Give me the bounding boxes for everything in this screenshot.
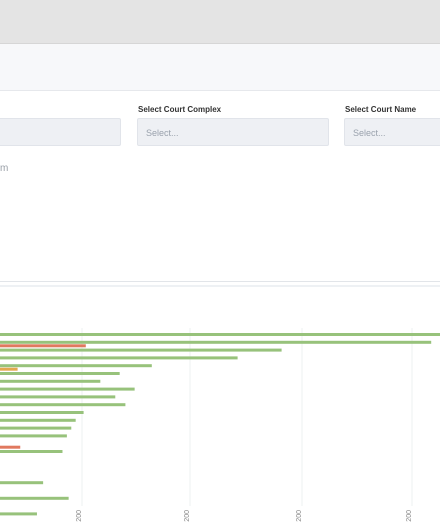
bar[interactable] bbox=[0, 450, 63, 453]
bar[interactable] bbox=[0, 418, 76, 422]
bar[interactable] bbox=[0, 512, 37, 516]
section-divider bbox=[0, 285, 440, 287]
bar[interactable] bbox=[0, 434, 67, 438]
bar-chart-svg: 200 200 200 200 bbox=[0, 328, 440, 529]
bar[interactable] bbox=[0, 387, 135, 391]
bar[interactable] bbox=[0, 333, 440, 336]
sub-header-bar bbox=[0, 44, 440, 91]
bar[interactable] bbox=[0, 411, 84, 414]
bar[interactable] bbox=[0, 344, 86, 348]
x-tick-label: 200 bbox=[76, 510, 83, 522]
court-name-select[interactable]: Select... bbox=[344, 118, 440, 146]
court-name-label: Select Court Name bbox=[345, 105, 417, 114]
bar[interactable] bbox=[0, 496, 69, 500]
bar[interactable] bbox=[0, 403, 126, 407]
bar[interactable] bbox=[0, 364, 152, 368]
x-tick-label: 200 bbox=[184, 510, 191, 522]
court-complex-label: Select Court Complex bbox=[138, 105, 222, 114]
bar[interactable] bbox=[0, 367, 18, 371]
top-header-bar bbox=[0, 0, 440, 44]
filter-fragment-text: m bbox=[0, 163, 9, 174]
bar[interactable] bbox=[0, 356, 238, 360]
left-filter-input[interactable] bbox=[0, 118, 121, 146]
bar[interactable] bbox=[0, 379, 101, 383]
bar[interactable] bbox=[0, 445, 21, 449]
x-tick-label: 200 bbox=[406, 510, 413, 522]
bar[interactable] bbox=[0, 481, 44, 485]
bar[interactable] bbox=[0, 340, 432, 344]
bar[interactable] bbox=[0, 348, 282, 352]
x-tick-label: 200 bbox=[296, 510, 303, 522]
court-complex-select[interactable]: Select... bbox=[137, 118, 329, 146]
bar[interactable] bbox=[0, 426, 72, 430]
bar[interactable] bbox=[0, 372, 120, 375]
bar-chart: 200 200 200 200 bbox=[0, 288, 440, 529]
bar[interactable] bbox=[0, 395, 116, 399]
